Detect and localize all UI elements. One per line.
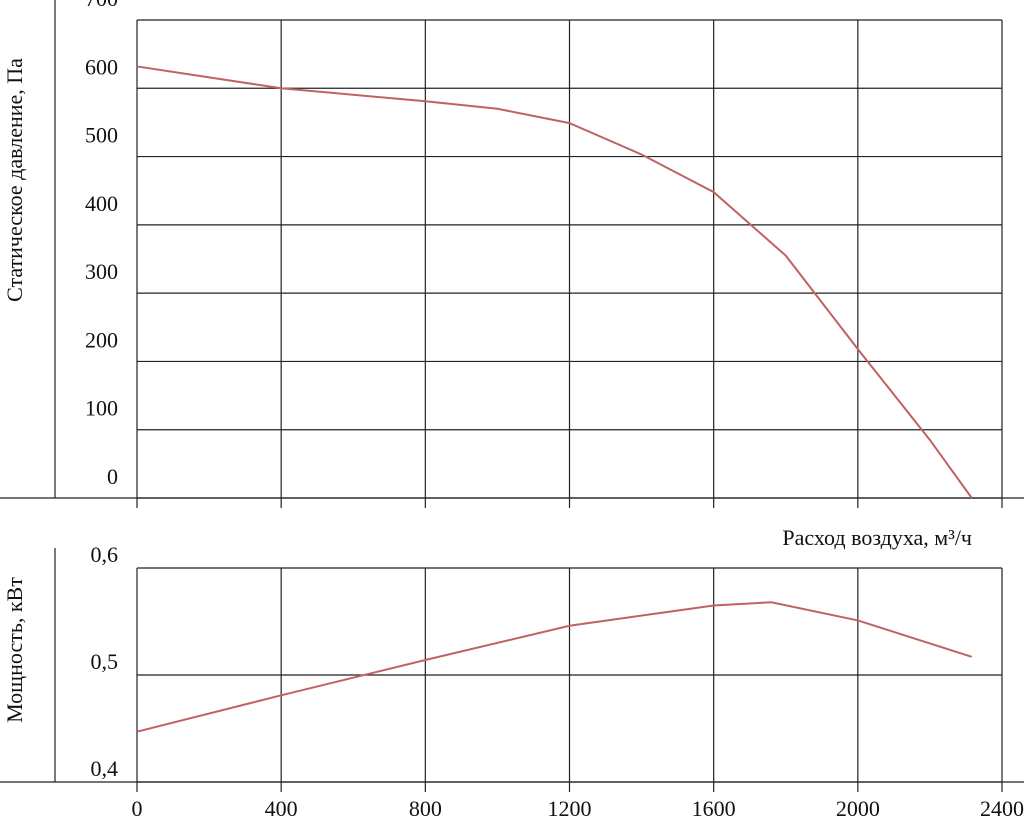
y-axis-label: Статическое давление, Па [2, 58, 27, 302]
y-tick-label: 600 [85, 54, 118, 79]
y-tick-label: 200 [85, 327, 118, 352]
y-tick-label: 0,6 [91, 542, 119, 567]
x-tick-label: 1200 [548, 796, 592, 821]
data-line [136, 601, 973, 733]
x-tick-label: 0 [132, 796, 143, 821]
y-tick-label: 0,5 [91, 649, 119, 674]
y-tick-label: 0,4 [91, 756, 119, 781]
y-tick-label: 700 [85, 0, 118, 11]
x-axis-label: Расход воздуха, м³/ч [782, 525, 972, 550]
y-tick-label: 400 [85, 191, 118, 216]
x-tick-label: 800 [409, 796, 442, 821]
y-tick-label: 500 [85, 123, 118, 148]
y-tick-label: 300 [85, 259, 118, 284]
x-tick-label: 2000 [836, 796, 880, 821]
y-tick-label: 100 [85, 396, 118, 421]
y-tick-label: 0 [107, 464, 118, 489]
y-axis-label: Мощность, кВт [2, 577, 27, 723]
x-tick-label: 400 [265, 796, 298, 821]
x-tick-label: 1600 [692, 796, 736, 821]
data-line [136, 65, 973, 499]
x-tick-label: 2400 [980, 796, 1024, 821]
